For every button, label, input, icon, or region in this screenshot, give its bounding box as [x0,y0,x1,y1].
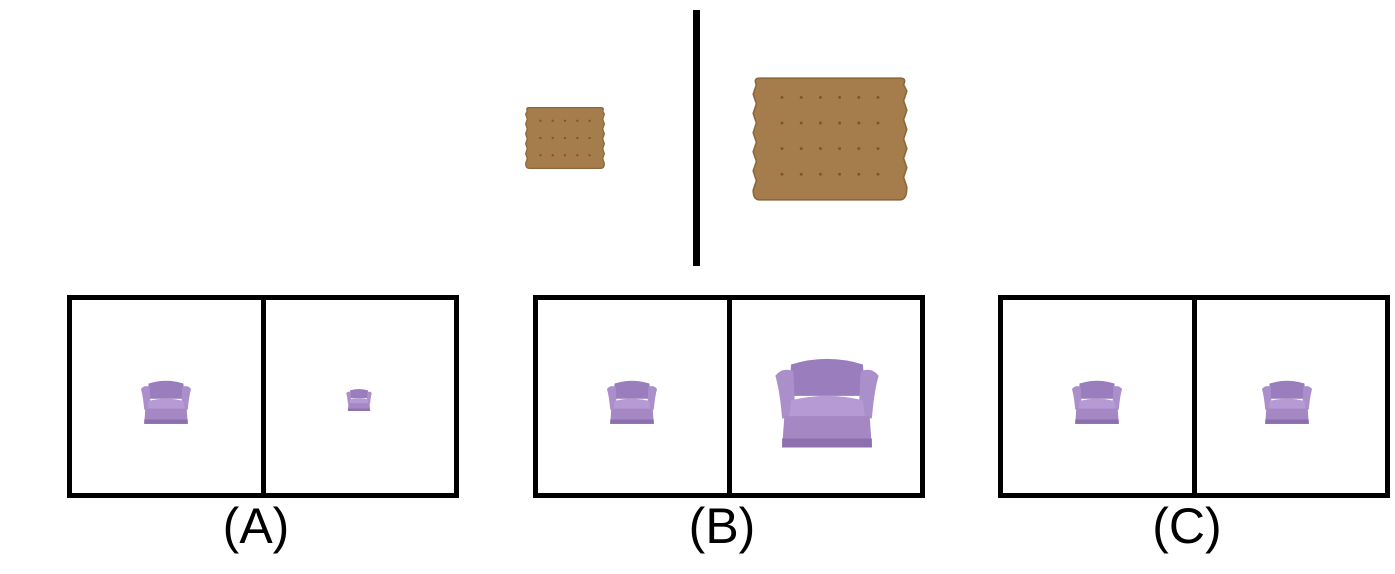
option-c-right-panel [1197,300,1386,493]
option-b-left-panel [538,300,732,493]
option-a-label: (A) [222,498,290,554]
option-b-label: (B) [688,498,756,554]
option-c-label: (C) [1152,498,1222,554]
option-a-left-panel [72,300,266,493]
option-b-right-panel [732,300,921,493]
chair-medium-image [604,377,660,426]
option-a-right-panel [266,300,455,493]
chair-small-image [345,387,373,412]
option-a-box[interactable] [67,295,459,498]
option-c-box[interactable] [998,295,1390,498]
cracker-small-image [524,107,606,169]
chair-medium-image [138,377,194,426]
option-c-left-panel [1003,300,1197,493]
chair-medium-image [1259,377,1315,426]
chair-medium-image [1069,377,1125,426]
chair-large-image [764,351,890,452]
cracker-large-image [752,77,908,201]
example-divider [693,10,700,266]
option-b-box[interactable] [533,295,925,498]
